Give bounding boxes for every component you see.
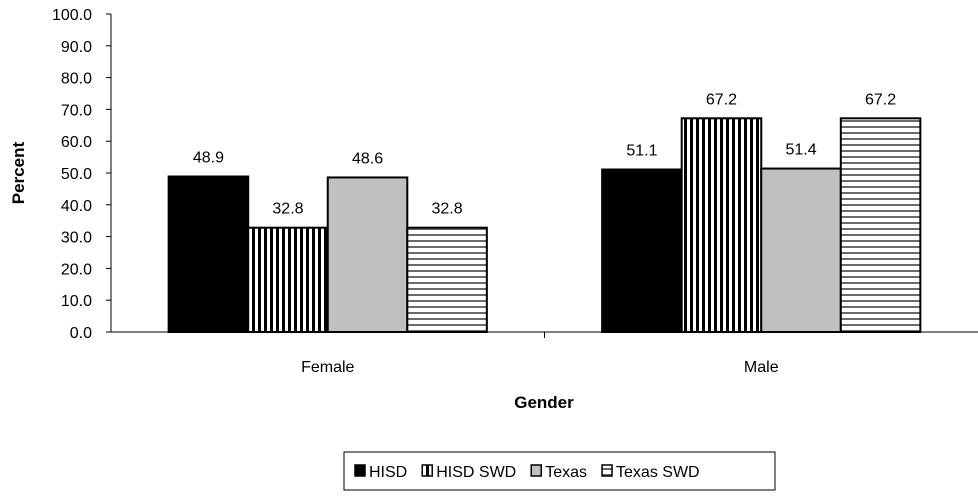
legend-label: HISD SWD — [436, 464, 516, 481]
bar-value-label: 48.6 — [352, 150, 383, 167]
bar — [601, 168, 683, 333]
x-tick-label: Female — [301, 359, 354, 376]
legend-swatch — [530, 464, 542, 477]
y-tick-label: 50.0 — [61, 166, 92, 183]
legend-swatch — [601, 464, 613, 477]
bar-value-label: 67.2 — [706, 91, 737, 108]
bar — [326, 176, 409, 333]
bar — [167, 175, 250, 333]
bar — [680, 117, 763, 333]
y-tick-label: 70.0 — [61, 102, 92, 119]
y-tick-label: 30.0 — [61, 230, 92, 247]
x-axis-title: Gender — [514, 393, 574, 412]
y-tick-label: 80.0 — [61, 71, 92, 88]
y-tick-label: 100.0 — [52, 7, 92, 24]
y-axis-ticks: 0.0 10.0 20.0 30.0 40.0 50.0 60.0 70.0 80.0 90.0 1… — [52, 7, 111, 342]
y-tick-label: 0.0 — [70, 325, 92, 342]
legend-label: HISD — [369, 464, 407, 481]
legend: HISD HISD SWD Texas Texas SWD — [343, 451, 776, 491]
y-tick-label: 40.0 — [61, 198, 92, 215]
bar — [760, 167, 842, 333]
bar — [247, 226, 329, 333]
bar-value-label: 32.8 — [432, 201, 463, 218]
bar — [839, 117, 922, 333]
bar-value-label: 48.9 — [193, 149, 224, 166]
legend-swatch — [354, 464, 366, 477]
x-axis-ticks: Female Male — [301, 332, 779, 376]
y-tick-label: 20.0 — [61, 261, 92, 278]
y-tick-label: 60.0 — [61, 134, 92, 151]
bar-value-label: 32.8 — [272, 201, 303, 218]
legend-label: Texas — [545, 464, 587, 481]
data-labels: 48.9 32.8 48.6 32.8 51.1 67.2 51.4 67.2 — [193, 91, 896, 217]
legend-label: Texas SWD — [616, 464, 700, 481]
x-tick-label: Male — [744, 359, 779, 376]
y-axis-title: Percent — [9, 141, 28, 204]
bar — [406, 226, 488, 333]
bar-value-label: 51.1 — [626, 143, 657, 160]
bar-value-label: 51.4 — [785, 142, 816, 159]
legend-items: HISD HISD SWD Texas Texas SWD — [354, 464, 700, 481]
legend-swatch — [421, 464, 433, 477]
y-tick-label: 10.0 — [61, 293, 92, 310]
bar-value-label: 67.2 — [865, 91, 896, 108]
legend-box — [343, 451, 776, 491]
y-tick-label: 90.0 — [61, 39, 92, 56]
bars — [167, 117, 922, 333]
